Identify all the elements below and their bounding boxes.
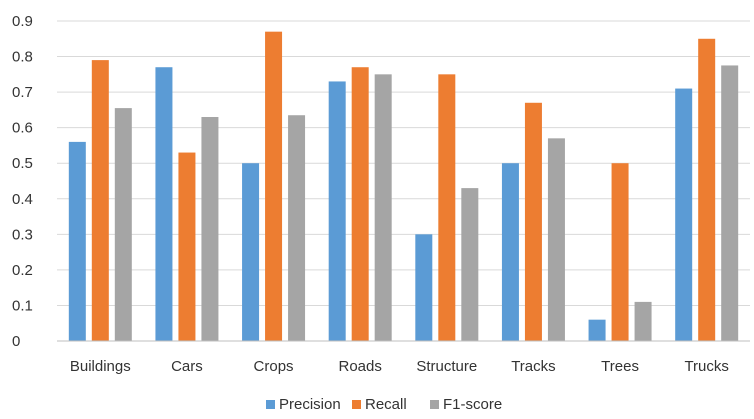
y-tick-label: 0.2 <box>12 262 33 279</box>
bar-f1-score-cars <box>201 117 219 341</box>
bar-recall-buildings <box>91 60 109 341</box>
y-axis-ticks: 0 0.1 0.2 0.3 0.4 0.5 0.6 0.7 0.8 0.9 <box>12 13 33 350</box>
x-axis-ticks: Buildings Cars Crops Roads Structure Tracks Tr… <box>70 358 729 375</box>
legend-swatch <box>430 400 439 409</box>
bar-recall-trees <box>611 163 629 341</box>
y-tick-label: 0.9 <box>12 13 33 30</box>
bar-precision-cars <box>155 67 173 341</box>
bar-recall-trucks <box>698 38 716 342</box>
bars <box>68 31 739 342</box>
y-tick-label: 0.6 <box>12 120 33 137</box>
y-tick-label: 0.1 <box>12 297 33 314</box>
x-tick-label: Crops <box>254 358 294 375</box>
x-tick-label: Buildings <box>70 358 131 375</box>
bar-precision-crops <box>242 163 260 341</box>
bar-f1-score-crops <box>288 115 306 341</box>
y-tick-label: 0 <box>12 333 20 350</box>
x-tick-label: Tracks <box>511 358 555 375</box>
y-tick-label: 0.3 <box>12 226 33 243</box>
bar-f1-score-trees <box>634 301 652 341</box>
bar-precision-tracks <box>501 163 519 341</box>
y-tick-label: 0.7 <box>12 84 33 101</box>
bar-precision-roads <box>328 81 346 341</box>
bar-precision-trees <box>588 319 606 341</box>
bar-f1-score-roads <box>374 74 392 341</box>
legend-label: Precision <box>279 396 341 413</box>
grid <box>57 20 750 306</box>
legend-swatch <box>352 400 361 409</box>
bar-precision-buildings <box>68 141 86 341</box>
legend-swatch <box>266 400 275 409</box>
bar-precision-structure <box>415 234 433 341</box>
bar-recall-structure <box>438 74 456 341</box>
y-tick-label: 0.5 <box>12 155 33 172</box>
bar-f1-score-structure <box>461 188 479 341</box>
bar-recall-tracks <box>524 102 542 342</box>
y-tick-label: 0.8 <box>12 49 33 66</box>
legend-item-precision: Precision <box>266 396 341 413</box>
bar-precision-trucks <box>675 88 693 341</box>
bar-f1-score-buildings <box>114 108 132 341</box>
legend-item-f1-score: F1-score <box>430 396 502 413</box>
x-tick-label: Cars <box>171 358 203 375</box>
legend-label: F1-score <box>443 396 502 413</box>
bar-recall-roads <box>351 67 369 341</box>
bar-recall-cars <box>178 152 196 341</box>
bar-f1-score-trucks <box>721 65 739 341</box>
x-tick-label: Roads <box>339 358 382 375</box>
bar-recall-crops <box>265 31 283 342</box>
x-tick-label: Structure <box>416 358 477 375</box>
bar-f1-score-tracks <box>547 138 565 341</box>
legend: Precision Recall F1-score <box>266 396 502 413</box>
y-tick-label: 0.4 <box>12 191 33 208</box>
legend-label: Recall <box>365 396 407 413</box>
x-tick-label: Trees <box>601 358 639 375</box>
x-tick-label: Trucks <box>684 358 728 375</box>
legend-item-recall: Recall <box>352 396 407 413</box>
